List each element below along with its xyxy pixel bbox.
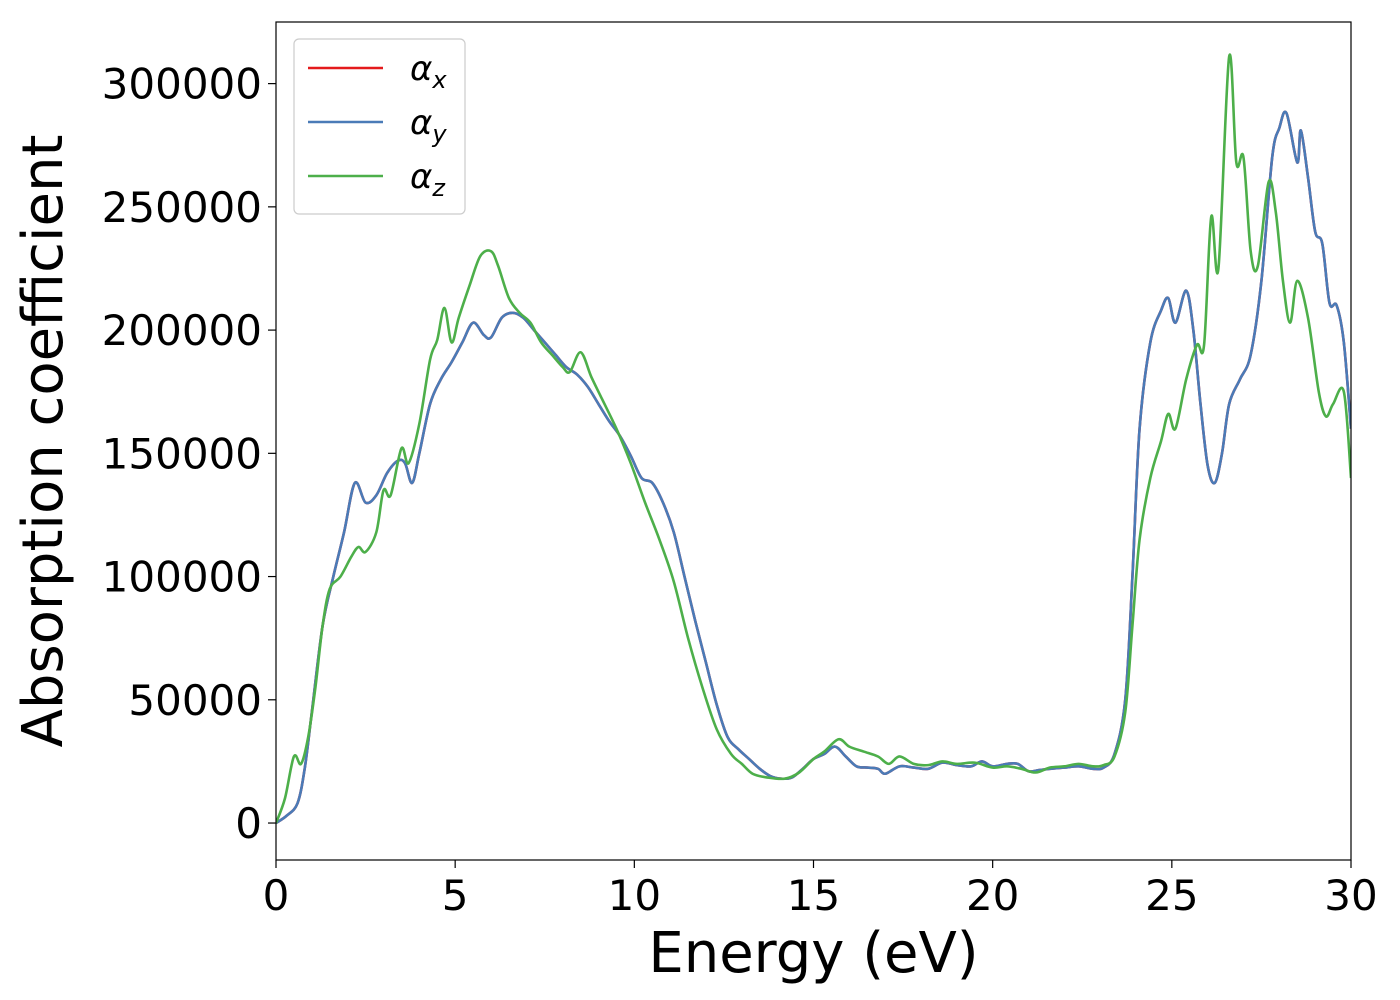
y-tick-label: 300000 xyxy=(102,60,262,109)
x-axis-label: Energy (eV) xyxy=(648,921,978,986)
series-layer xyxy=(276,53,1351,825)
series-line-x xyxy=(276,110,1351,825)
x-tick-label: 25 xyxy=(1145,871,1198,920)
legend-label-x: αx xyxy=(410,49,447,94)
x-tick-label: 30 xyxy=(1324,871,1377,920)
series-line-y xyxy=(276,110,1351,825)
y-tick-label: 0 xyxy=(235,799,262,848)
legend-label-y: αy xyxy=(410,103,447,148)
y-tick-label: 50000 xyxy=(128,676,262,725)
y-tick-label: 250000 xyxy=(102,183,262,232)
y-tick-label: 200000 xyxy=(102,306,262,355)
legend-box xyxy=(293,38,466,215)
y-tick-label: 100000 xyxy=(102,553,262,602)
y-axis-label: Absorption coefficient xyxy=(11,135,76,748)
x-tick-label: 20 xyxy=(966,871,1019,920)
series-line-z xyxy=(276,53,1351,824)
x-tick-label: 0 xyxy=(263,871,290,920)
legend: αx αy αz xyxy=(293,38,466,215)
legend-label-z: αz xyxy=(410,157,446,202)
x-tick-label: 15 xyxy=(787,871,840,920)
x-tick-label: 5 xyxy=(442,871,469,920)
ticks-layer: 0 5 10 15 20 25 30 0 50000 100000 150000 200000 2500… xyxy=(102,60,1378,920)
x-tick-label: 10 xyxy=(608,871,661,920)
y-tick-label: 150000 xyxy=(102,429,262,478)
